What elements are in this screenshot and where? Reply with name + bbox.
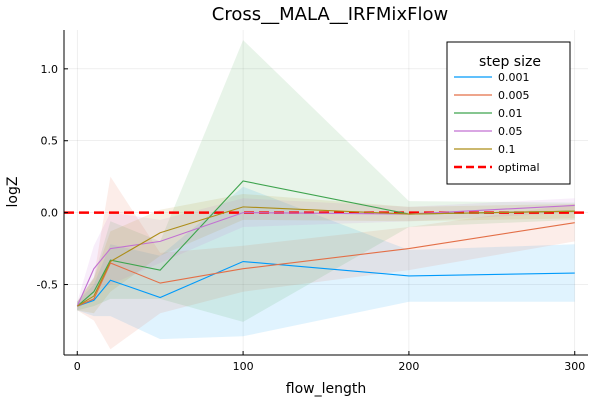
band-series-1 — [77, 176, 575, 350]
x-tick-label: 200 — [398, 360, 419, 373]
legend-label: 0.1 — [498, 143, 516, 156]
axes — [63, 30, 588, 356]
legend-label: 0.01 — [498, 107, 523, 120]
legend-label: 0.005 — [498, 89, 530, 102]
legend-items: 0.001 0.005 0.01 0.05 0.1 optimal — [454, 71, 540, 174]
x-ticks: 0 100 200 300 — [74, 351, 585, 373]
y-ticks: -0.5 0.0 0.5 1.0 — [37, 63, 68, 292]
y-axis-label: logZ — [5, 177, 21, 208]
y-tick-label: 1.0 — [41, 63, 59, 76]
band-series-4 — [77, 193, 575, 314]
legend-label: 0.05 — [498, 125, 523, 138]
x-axis-label: flow_length — [286, 381, 366, 397]
x-tick-label: 100 — [233, 360, 254, 373]
series-line-0 — [77, 260, 575, 307]
y-tick-label: 0.0 — [41, 207, 59, 220]
legend: step size 0.001 0.005 0.01 0.05 0.1 optimal — [446, 41, 571, 185]
series-lines — [76, 180, 575, 307]
y-tick-label: 0.5 — [41, 135, 59, 148]
x-tick-label: 300 — [564, 360, 585, 373]
legend-label: optimal — [498, 161, 540, 174]
y-tick-label: -0.5 — [37, 279, 58, 292]
band-series-2 — [77, 40, 575, 322]
chart-title: Cross__MALA__IRFMixFlow — [212, 4, 448, 25]
legend-title: step size — [479, 54, 541, 70]
legend-label: 0.001 — [498, 71, 530, 84]
series-line-1 — [77, 222, 575, 307]
x-tick-label: 0 — [74, 360, 81, 373]
series-line-4 — [76, 206, 575, 307]
